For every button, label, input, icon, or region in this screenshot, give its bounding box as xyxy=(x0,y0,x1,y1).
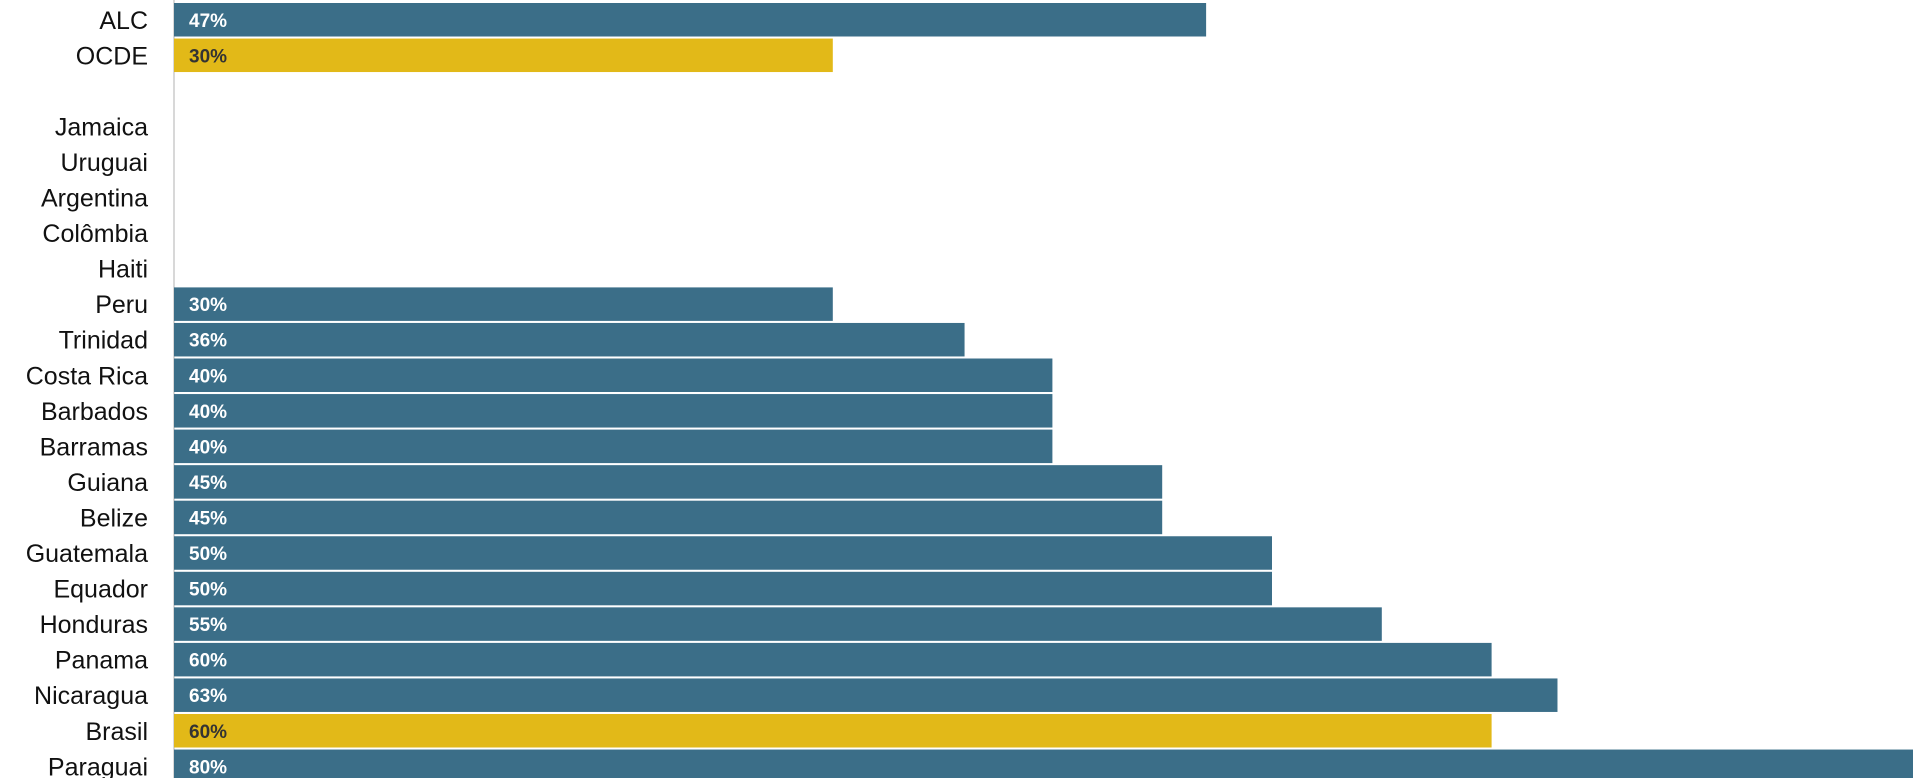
category-label: Guiana xyxy=(67,469,148,497)
bar xyxy=(174,571,1272,606)
category-label: Nicaragua xyxy=(34,682,148,710)
category-label: Panama xyxy=(55,647,148,675)
bar xyxy=(174,749,1913,778)
value-label: 45% xyxy=(189,508,227,529)
bar xyxy=(174,429,1053,464)
bar xyxy=(174,287,833,321)
bar xyxy=(174,358,1053,392)
bar xyxy=(174,3,1207,37)
value-label: 50% xyxy=(189,544,227,565)
value-label: 30% xyxy=(189,295,227,316)
bar xyxy=(174,607,1382,641)
value-label: 36% xyxy=(189,331,227,352)
category-label: Jamaica xyxy=(55,113,148,141)
category-label: Honduras xyxy=(40,611,148,639)
category-label: Haiti xyxy=(98,256,148,284)
category-label: Costa Rica xyxy=(26,362,148,390)
value-label: 50% xyxy=(189,580,227,601)
bar xyxy=(174,714,1492,748)
bar xyxy=(174,465,1163,499)
category-label: OCDE xyxy=(76,42,148,70)
value-label: 47% xyxy=(189,11,227,32)
bar xyxy=(174,38,833,73)
category-label: Barramas xyxy=(40,433,148,461)
category-label: Paraguai xyxy=(48,753,148,778)
category-label: Equador xyxy=(53,576,148,604)
category-label: Belize xyxy=(80,504,148,532)
category-label: ALC xyxy=(99,7,148,35)
value-label: 60% xyxy=(189,651,227,672)
bar xyxy=(174,536,1272,570)
bar xyxy=(174,642,1492,677)
category-label: Brasil xyxy=(85,718,148,746)
value-label: 30% xyxy=(189,46,227,67)
bar xyxy=(174,394,1053,428)
value-label: 40% xyxy=(189,402,227,423)
value-label: 80% xyxy=(189,757,227,778)
category-label: Colômbia xyxy=(42,220,148,248)
value-label: 40% xyxy=(189,366,227,387)
bar xyxy=(174,500,1163,535)
category-label: Peru xyxy=(95,291,148,319)
bar xyxy=(174,678,1558,712)
category-label: Uruguai xyxy=(60,149,148,177)
value-label: 63% xyxy=(189,686,227,707)
category-label: Barbados xyxy=(41,398,148,426)
value-label: 55% xyxy=(189,615,227,636)
value-label: 45% xyxy=(189,473,227,494)
category-label: Argentina xyxy=(41,185,148,213)
value-label: 40% xyxy=(189,437,227,458)
bar xyxy=(174,322,965,357)
category-label: Trinidad xyxy=(59,327,148,355)
value-label: 60% xyxy=(189,722,227,743)
category-label: Guatemala xyxy=(26,540,148,568)
